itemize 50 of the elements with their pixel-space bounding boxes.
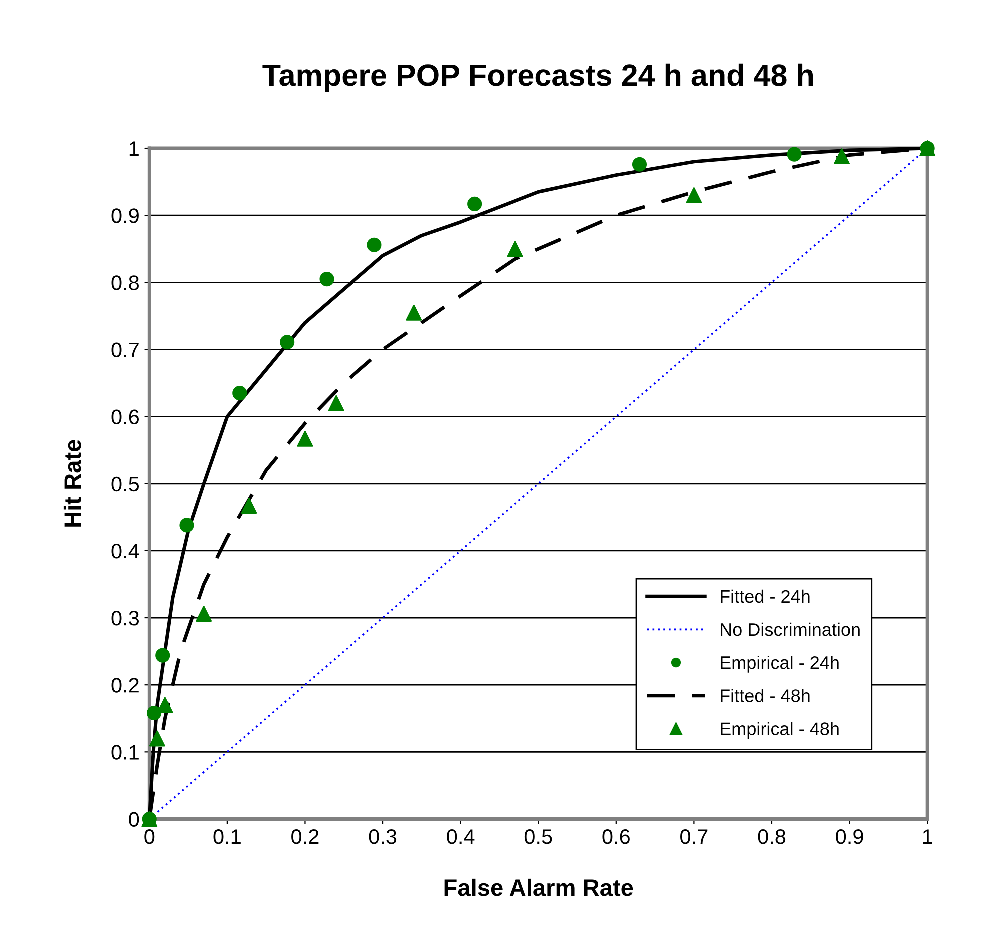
x-tick-label: 0.1 [214, 830, 241, 844]
x-tick-label: 0 [144, 830, 155, 844]
y-tick-label: 0.6 [112, 410, 140, 425]
y-tick-label: 0.1 [112, 745, 139, 760]
point [196, 606, 212, 622]
x-tick-label: 0.5 [524, 830, 552, 844]
x-tick-label: 0.4 [447, 830, 475, 844]
y-tick-label: 1 [130, 142, 139, 156]
legend-label: No Discrimination [721, 622, 860, 636]
x-tick-label: 0.8 [758, 830, 786, 844]
x-axis-title: False Alarm Rate [444, 878, 634, 896]
point [149, 730, 166, 747]
point [147, 706, 162, 721]
chart-title: Tampere POP Forecasts 24 h and 48 h [262, 64, 813, 92]
point [241, 498, 258, 514]
point [406, 304, 422, 321]
point [468, 196, 482, 212]
point [632, 157, 648, 172]
y-tick-label: 0.4 [112, 544, 140, 559]
y-tick-label: 0.9 [112, 208, 139, 224]
x-tick-label: 0.6 [602, 830, 630, 844]
x-tick-label: 0.2 [292, 830, 319, 844]
point [232, 386, 248, 401]
y-tick-label: 0 [129, 812, 140, 827]
point [180, 518, 194, 533]
x-tick-label: 0.3 [369, 830, 397, 844]
point [507, 241, 524, 258]
point [156, 648, 170, 663]
legend-label: Fitted - 48h [721, 689, 810, 702]
point [686, 187, 702, 204]
point [280, 335, 295, 350]
point [834, 148, 850, 165]
legend-label: Fitted - 24h [721, 590, 810, 604]
point [320, 272, 334, 287]
y-tick-label: 0.7 [112, 342, 139, 358]
point [157, 697, 174, 714]
point [297, 430, 314, 447]
point [787, 147, 802, 162]
y-tick-label: 0.3 [112, 611, 140, 626]
point [328, 395, 344, 412]
y-tick-label: 0.8 [112, 276, 140, 290]
x-tick-label: 0.7 [680, 830, 708, 844]
y-tick-label: 0.5 [112, 476, 140, 492]
point [367, 238, 382, 252]
x-tick-label: 1 [923, 830, 932, 844]
legend-label: Empirical - 24h [721, 656, 839, 673]
x-tick-label: 0.9 [836, 830, 864, 844]
y-axis-title: Hit Rate [64, 440, 82, 527]
legend-label: Empirical - 48h [721, 722, 839, 740]
y-tick-label: 0.2 [112, 678, 139, 693]
